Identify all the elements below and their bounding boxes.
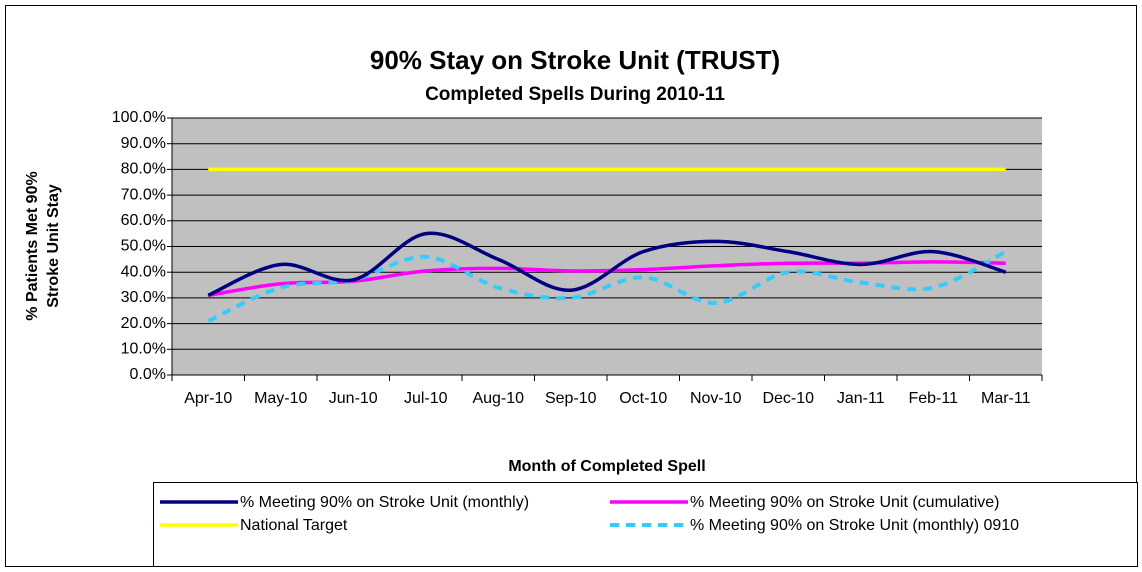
y-tick-label: 30.0% — [121, 289, 166, 306]
y-tick-label: 70.0% — [121, 186, 166, 203]
x-tick-label: Aug-10 — [472, 390, 524, 407]
y-tick-label: 0.0% — [130, 366, 166, 383]
x-tick-label: Jun-10 — [329, 390, 378, 407]
legend-label: % Meeting 90% on Stroke Unit (cumulative… — [690, 494, 999, 511]
y-tick-label: 50.0% — [121, 238, 166, 255]
x-tick-label: Apr-10 — [184, 390, 232, 407]
y-tick-label: 60.0% — [121, 212, 166, 229]
y-tick-label: 10.0% — [121, 341, 166, 358]
y-tick-label: 20.0% — [121, 315, 166, 332]
x-tick-label: Jul-10 — [404, 390, 448, 407]
y-tick-label: 90.0% — [121, 135, 166, 152]
x-tick-label: Feb-11 — [908, 390, 958, 407]
x-tick-label: May-10 — [254, 390, 307, 407]
legend-label: % Meeting 90% on Stroke Unit (monthly) — [240, 494, 529, 511]
y-tick-label: 40.0% — [121, 263, 166, 280]
series-line — [207, 231, 1007, 297]
chart-title: 90% Stay on Stroke Unit (TRUST) — [370, 45, 780, 75]
x-tick-label: Jan-11 — [837, 390, 885, 407]
x-tick-label: Sep-10 — [545, 390, 597, 407]
x-tick-label: Oct-10 — [619, 390, 667, 407]
x-tick-label: Nov-10 — [690, 390, 742, 407]
legend-label: % Meeting 90% on Stroke Unit (monthly) 0… — [690, 517, 1019, 534]
legend-label: National Target — [240, 517, 348, 534]
y-tick-label: 100.0% — [112, 109, 166, 126]
x-tick-label: Mar-11 — [981, 390, 1031, 407]
x-tick-label: Dec-10 — [762, 390, 814, 407]
y-tick-label: 80.0% — [121, 161, 166, 178]
y-axis-title: % Patients Met 90% — [24, 171, 41, 320]
y-axis-title: Stroke Unit Stay — [45, 184, 62, 308]
x-axis-title: Month of Completed Spell — [508, 458, 705, 475]
chart-subtitle: Completed Spells During 2010-11 — [425, 84, 725, 105]
